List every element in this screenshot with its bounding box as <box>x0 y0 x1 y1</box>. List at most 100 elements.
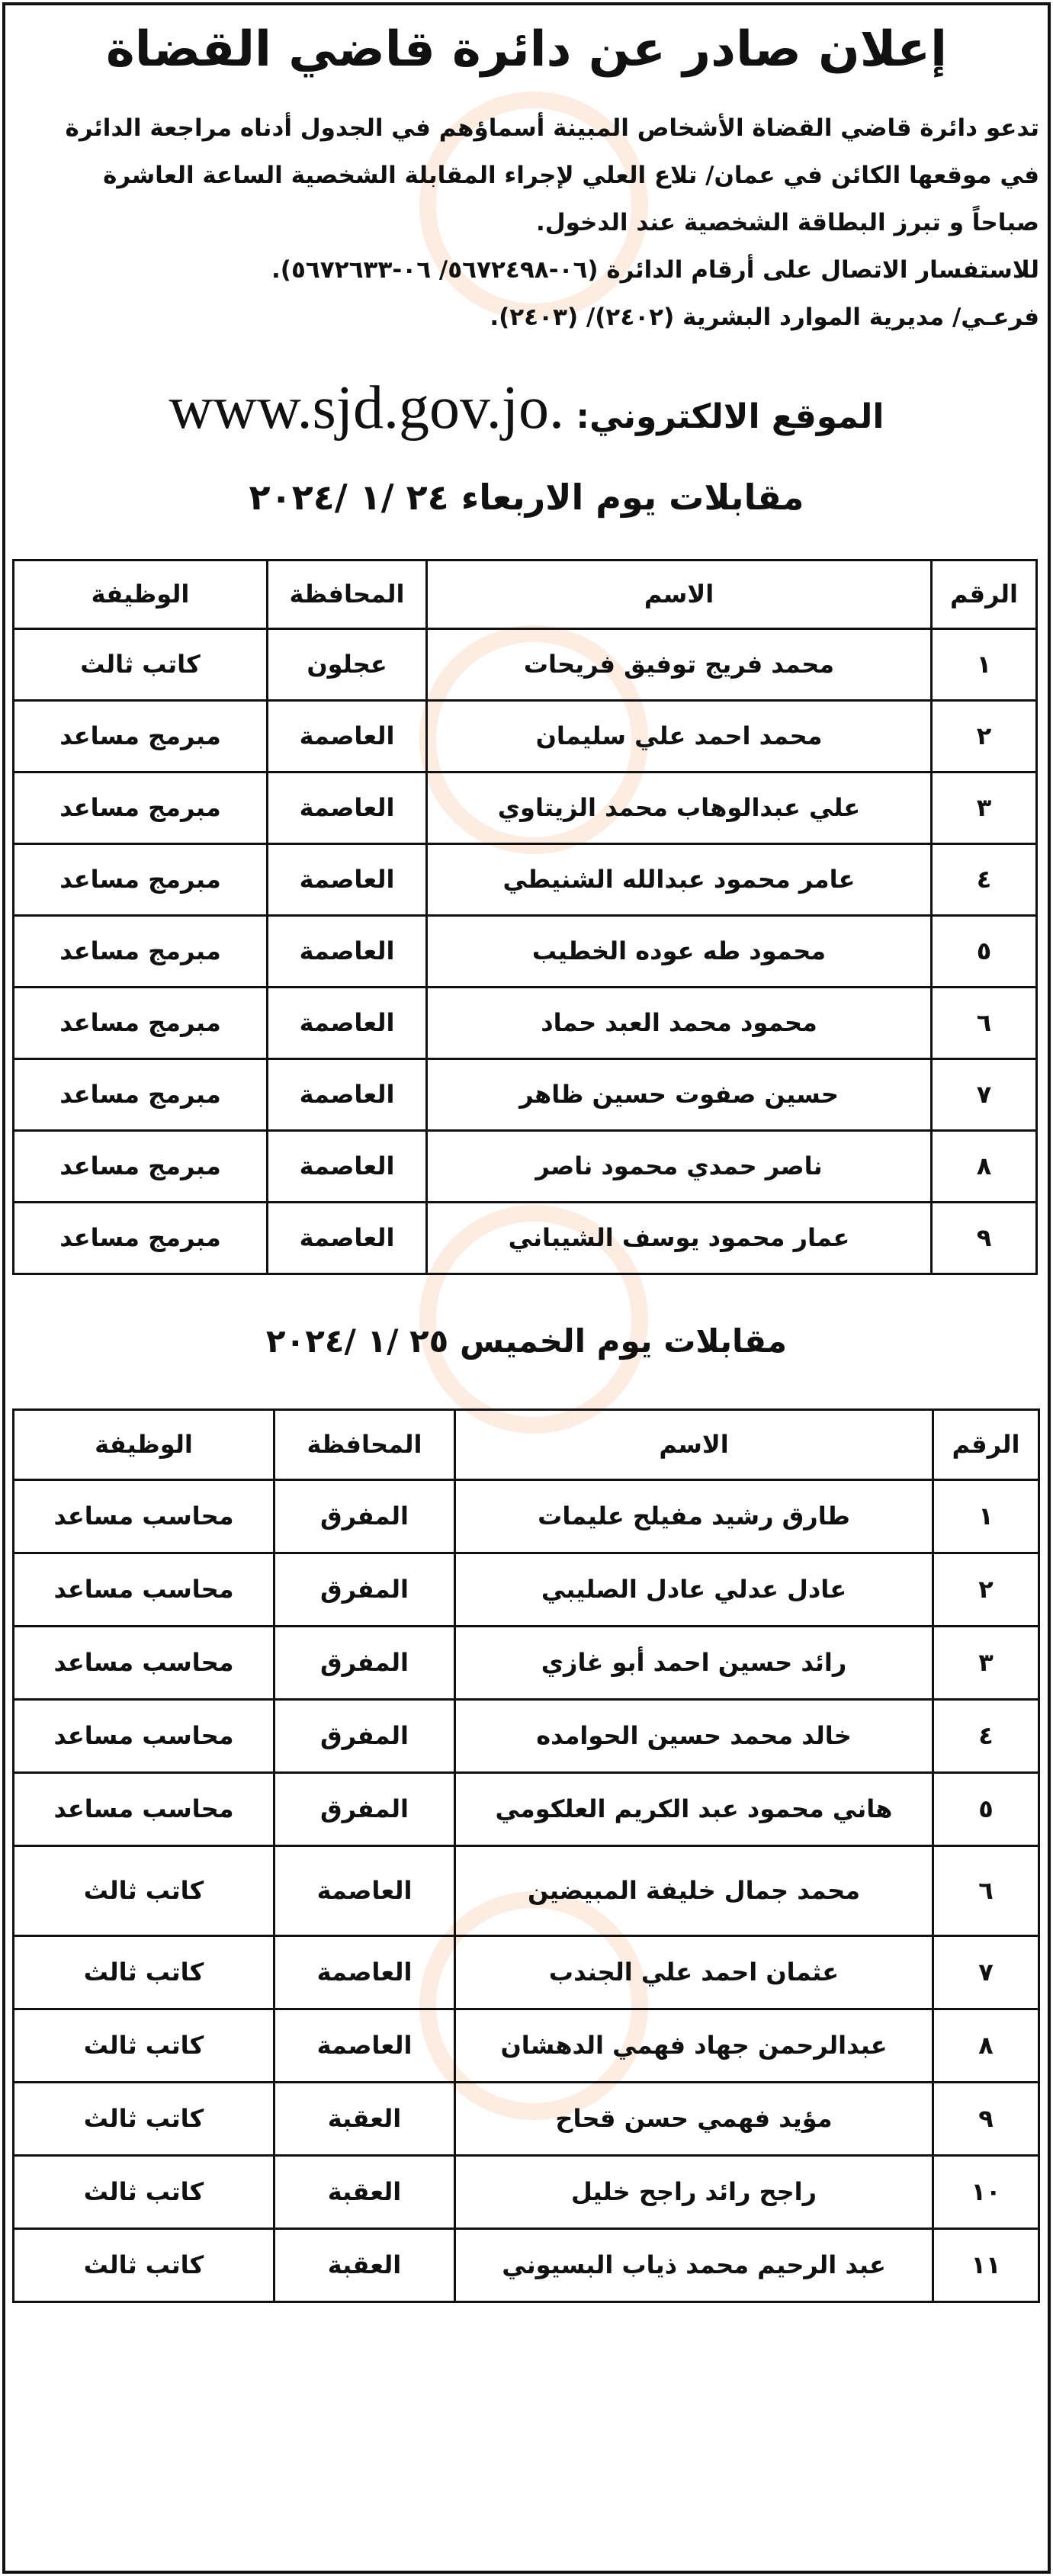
header-governorate: المحافظة <box>266 558 428 630</box>
cell-row-number: ٨ <box>932 2007 1040 2083</box>
table-row: ٧ عثمان احمد علي الجندب العاصمة كاتب ثالث <box>12 1934 1040 2010</box>
cell-row-number: ٧ <box>932 1934 1040 2010</box>
header-row-number: الرقم <box>932 1408 1040 1481</box>
cell-name: مؤيد فهمي حسن قحاح <box>454 2080 934 2157</box>
table-row: ٣ علي عبدالوهاب محمد الزيتاوي العاصمة مبرمج… <box>12 770 1038 845</box>
day2-heading: مقابلات يوم الخميس ٢٥ /١ /٢٠٢٤ <box>265 1322 788 1360</box>
body-line: تدعو دائرة قاضي القضاة الأشخاص المبينة أ… <box>65 114 1039 143</box>
cell-job: محاسب مساعد <box>12 1478 275 1554</box>
cell-name: خالد محمد حسين الحوامده <box>454 1698 934 1774</box>
table-row: ٤ عامر محمود عبدالله الشنيطي العاصمة مبرمج … <box>12 842 1038 917</box>
cell-job: مبرمج مساعد <box>12 914 268 988</box>
cell-governorate: المفرق <box>273 1551 456 1627</box>
header-name: الاسم <box>454 1408 934 1481</box>
cell-row-number: ٧ <box>930 1057 1038 1132</box>
cell-row-number: ٤ <box>932 1698 1040 1774</box>
table-row: ١ محمد فريج توفيق فريحات عجلون كاتب ثالث <box>12 627 1038 702</box>
cell-name: محمد فريج توفيق فريحات <box>425 627 933 702</box>
cell-governorate: المفرق <box>273 1478 456 1554</box>
cell-job: مبرمج مساعد <box>12 770 268 845</box>
cell-job: كاتب ثالث <box>12 2080 275 2157</box>
cell-governorate: العاصمة <box>266 1057 428 1132</box>
cell-job: مبرمج مساعد <box>12 1057 268 1132</box>
cell-governorate: المفرق <box>273 1698 456 1774</box>
cell-governorate: العاصمة <box>266 1129 428 1203</box>
cell-row-number: ٥ <box>930 914 1038 988</box>
cell-name: محمد جمال خليفة المبيضين <box>454 1844 934 1937</box>
cell-job: مبرمج مساعد <box>12 842 268 917</box>
cell-job: كاتب ثالث <box>12 1934 275 2010</box>
cell-governorate: العاصمة <box>266 985 428 1060</box>
cell-governorate: العقبة <box>273 2154 456 2230</box>
cell-job: محاسب مساعد <box>12 1698 275 1774</box>
contact-line: للاستفسار الاتصال على أرقام الدائرة (٠٦-… <box>271 256 1039 284</box>
website-label: الموقع الالكتروني: <box>576 397 884 437</box>
cell-name: عبدالرحمن جهاد فهمي الدهشان <box>454 2007 934 2083</box>
table-row: ٢ محمد احمد علي سليمان العاصمة مبرمج مساعد <box>12 699 1038 773</box>
cell-row-number: ٦ <box>930 985 1038 1060</box>
body-line: في موقعها الكائن في عمان/ تلاع العلي لإج… <box>103 162 1039 190</box>
cell-job: كاتب ثالث <box>12 2007 275 2083</box>
cell-name: عثمان احمد علي الجندب <box>454 1934 934 2010</box>
cell-governorate: العاصمة <box>273 2007 456 2083</box>
cell-job: محاسب مساعد <box>12 1624 275 1701</box>
table-row: ١١ عبد الرحيم محمد ذياب البسيوني العقبة كات… <box>12 2227 1040 2303</box>
cell-governorate: العاصمة <box>273 1844 456 1937</box>
cell-name: عادل عدلي عادل الصليبي <box>454 1551 934 1627</box>
cell-governorate: العاصمة <box>273 1934 456 2010</box>
day2-table: الرقم الاسم المحافظة الوظيفة ١ طارق رشيد مفيل… <box>12 1408 1040 2303</box>
cell-row-number: ٩ <box>932 2080 1040 2157</box>
cell-governorate: المفرق <box>273 1624 456 1701</box>
cell-governorate: عجلون <box>266 627 428 702</box>
cell-governorate: العاصمة <box>266 914 428 988</box>
cell-name: رائد حسين احمد أبو غازي <box>454 1624 934 1701</box>
table-row: ٦ محمد جمال خليفة المبيضين العاصمة كاتب ثال… <box>12 1844 1040 1937</box>
cell-name: طارق رشيد مفيلح عليمات <box>454 1478 934 1554</box>
header-governorate: المحافظة <box>273 1408 456 1481</box>
table-row: ٢ عادل عدلي عادل الصليبي المفرق محاسب مساعد <box>12 1551 1040 1627</box>
cell-job: محاسب مساعد <box>12 1771 275 1847</box>
website-url[interactable]: www.sjd.gov.jo. <box>169 374 565 442</box>
cell-job: مبرمج مساعد <box>12 1200 268 1275</box>
header-name: الاسم <box>425 558 933 630</box>
cell-job: كاتب ثالث <box>12 2154 275 2230</box>
table-row: ٤ خالد محمد حسين الحوامده المفرق محاسب مساع… <box>12 1698 1040 1774</box>
header-job: الوظيفة <box>12 558 268 630</box>
table-row: ٥ هاني محمود عبد الكريم العلكومي المفرق محا… <box>12 1771 1040 1847</box>
cell-row-number: ٣ <box>932 1624 1040 1701</box>
cell-governorate: المفرق <box>273 1771 456 1847</box>
header-job: الوظيفة <box>12 1408 275 1481</box>
cell-row-number: ٢ <box>930 699 1038 773</box>
cell-name: حسين صفوت حسين ظاهر <box>425 1057 933 1132</box>
table-row: ١٠ راجح رائد راجح خليل العقبة كاتب ثالث <box>12 2154 1040 2230</box>
cell-governorate: العاصمة <box>266 770 428 845</box>
cell-job: كاتب ثالث <box>12 1844 275 1937</box>
table-row: ٧ حسين صفوت حسين ظاهر العاصمة مبرمج مساعد <box>12 1057 1038 1132</box>
cell-job: مبرمج مساعد <box>12 985 268 1060</box>
table-row: ٩ مؤيد فهمي حسن قحاح العقبة كاتب ثالث <box>12 2080 1040 2157</box>
cell-job: محاسب مساعد <box>12 1551 275 1627</box>
table-row: ٩ عمار محمود يوسف الشيباني العاصمة مبرمج مس… <box>12 1200 1038 1275</box>
cell-job: مبرمج مساعد <box>12 1129 268 1203</box>
cell-name: محمود محمد العبد حماد <box>425 985 933 1060</box>
body-line: صباحاً و تبرز البطاقة الشخصية عند الدخول… <box>535 209 1039 237</box>
cell-name: راجح رائد راجح خليل <box>454 2154 934 2230</box>
table-row: ٦ محمود محمد العبد حماد العاصمة مبرمج مساعد <box>12 985 1038 1060</box>
cell-row-number: ٥ <box>932 1771 1040 1847</box>
cell-governorate: العقبة <box>273 2227 456 2303</box>
cell-name: محمد احمد علي سليمان <box>425 699 933 773</box>
cell-job: مبرمج مساعد <box>12 699 268 773</box>
cell-name: عمار محمود يوسف الشيباني <box>425 1200 933 1275</box>
table-row: ٥ محمود طه عوده الخطيب العاصمة مبرمج مساعد <box>12 914 1038 988</box>
table-header-row: الرقم الاسم المحافظة الوظيفة <box>12 1408 1040 1481</box>
cell-name: علي عبدالوهاب محمد الزيتاوي <box>425 770 933 845</box>
cell-name: عامر محمود عبدالله الشنيطي <box>425 842 933 917</box>
cell-row-number: ١٠ <box>932 2154 1040 2230</box>
announcement-title: إعلان صادر عن دائرة قاضي القضاة <box>106 21 947 78</box>
cell-governorate: العاصمة <box>266 699 428 773</box>
announcement: إعلان صادر عن دائرة قاضي القضاة تدعو دائ… <box>12 21 1040 2303</box>
table-row: ١ طارق رشيد مفيلح عليمات المفرق محاسب مساعد <box>12 1478 1040 1554</box>
cell-row-number: ٢ <box>932 1551 1040 1627</box>
cell-row-number: ٨ <box>930 1129 1038 1203</box>
cell-row-number: ١ <box>930 627 1038 702</box>
